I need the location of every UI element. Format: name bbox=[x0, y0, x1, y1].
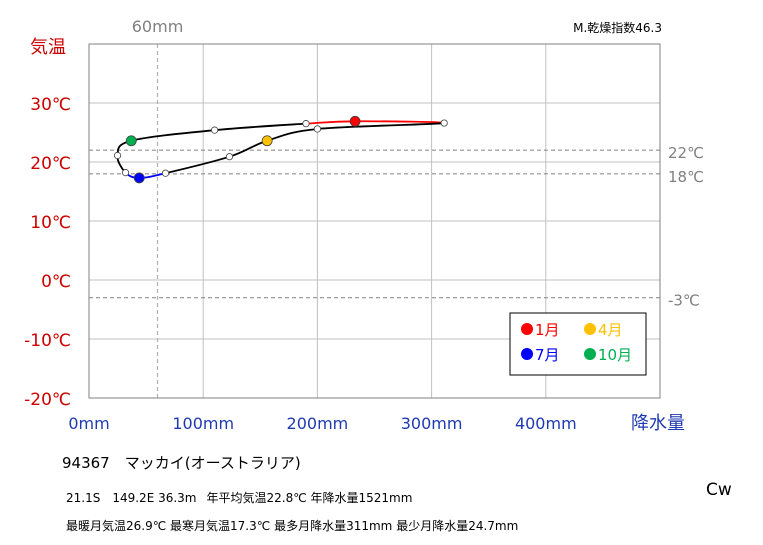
station-summary: 21.1S 149.2E 36.3m 年平均気温22.8℃ 年降水量1521mm bbox=[66, 489, 412, 506]
legend-marker bbox=[521, 348, 533, 360]
coldest-month: 最寒月気温17.3℃ bbox=[170, 519, 271, 533]
warmest-month: 最暖月気温26.9℃ bbox=[66, 519, 167, 533]
legend-label: 4月 bbox=[598, 321, 623, 339]
wettest-month: 最多月降水量311mm bbox=[274, 519, 393, 533]
legend-label: 10月 bbox=[598, 346, 632, 364]
x-tick-label: 400mm bbox=[515, 414, 577, 433]
curve-segment bbox=[317, 122, 445, 130]
y-axis-title: 気温 bbox=[30, 37, 66, 58]
curve-segment bbox=[131, 129, 215, 142]
threshold-label: -3℃ bbox=[668, 292, 700, 310]
month-point bbox=[211, 126, 219, 134]
curve-segment bbox=[355, 120, 446, 124]
x-tick-labels: 0mm 100mm 200mm 300mm 400mm bbox=[68, 414, 576, 433]
month-points bbox=[113, 115, 448, 184]
month-point bbox=[161, 169, 170, 177]
legend-label: 7月 bbox=[535, 346, 560, 364]
month-point bbox=[225, 153, 234, 161]
y-tick-label: 10℃ bbox=[30, 213, 71, 233]
legend-marker bbox=[521, 323, 533, 335]
curve-segment bbox=[214, 122, 307, 132]
x-tick-label: 0mm bbox=[68, 414, 109, 433]
legend-marker bbox=[584, 323, 596, 335]
x-tick-label: 100mm bbox=[172, 414, 234, 433]
threshold-label: 22℃ bbox=[668, 144, 704, 162]
month-point bbox=[440, 119, 448, 127]
x-axis-title: 降水量 bbox=[631, 413, 685, 434]
threshold-label-precip: 60mm bbox=[132, 17, 184, 36]
reference-lines: 22℃ 18℃ -3℃ 60mm bbox=[89, 17, 704, 398]
y-tick-label: -20℃ bbox=[24, 390, 71, 410]
month-point bbox=[113, 151, 122, 160]
month-point bbox=[121, 169, 130, 177]
curve-segment bbox=[229, 139, 268, 158]
y-tick-label: 20℃ bbox=[30, 154, 71, 174]
y-tick-labels: 30℃ 20℃ 10℃ 0℃ -10℃ -20℃ bbox=[24, 95, 71, 410]
station-name: 94367 マッカイ(オーストラリア) bbox=[62, 454, 301, 472]
month-point bbox=[313, 125, 321, 133]
plot-frame bbox=[88, 43, 661, 399]
legend-label: 1月 bbox=[535, 321, 560, 339]
curve-segment bbox=[305, 120, 356, 125]
month-point bbox=[302, 120, 310, 128]
month-point-highlight bbox=[125, 135, 137, 147]
coordinates: 21.1S 149.2E 36.3m bbox=[66, 491, 197, 505]
x-tick-label: 200mm bbox=[287, 414, 349, 433]
month-point-highlight bbox=[261, 135, 273, 147]
annual-summary: 年平均気温22.8℃ 年降水量1521mm bbox=[206, 491, 413, 505]
month-point-highlight bbox=[349, 115, 361, 127]
month-point-highlight bbox=[133, 172, 145, 184]
y-tick-label: 30℃ bbox=[30, 95, 71, 115]
y-tick-label: -10℃ bbox=[24, 331, 71, 351]
curve-segment bbox=[266, 128, 318, 142]
legend-box bbox=[509, 312, 647, 376]
y-tick-label: 0℃ bbox=[41, 272, 71, 292]
climate-class: Cw bbox=[706, 480, 732, 500]
x-tick-label: 300mm bbox=[401, 414, 463, 433]
curve-segment bbox=[165, 155, 230, 175]
legend-marker bbox=[584, 348, 596, 360]
threshold-label: 18℃ bbox=[668, 168, 704, 186]
dryness-index: M.乾燥指数46.3 bbox=[573, 20, 662, 35]
driest-month: 最少月降水量24.7mm bbox=[396, 519, 519, 533]
legend: 1月 4月 7月 10月 bbox=[509, 312, 647, 376]
monthly-extremes: 最暖月気温26.9℃ 最寒月気温17.3℃ 最多月降水量311mm 最少月降水量… bbox=[66, 517, 518, 534]
